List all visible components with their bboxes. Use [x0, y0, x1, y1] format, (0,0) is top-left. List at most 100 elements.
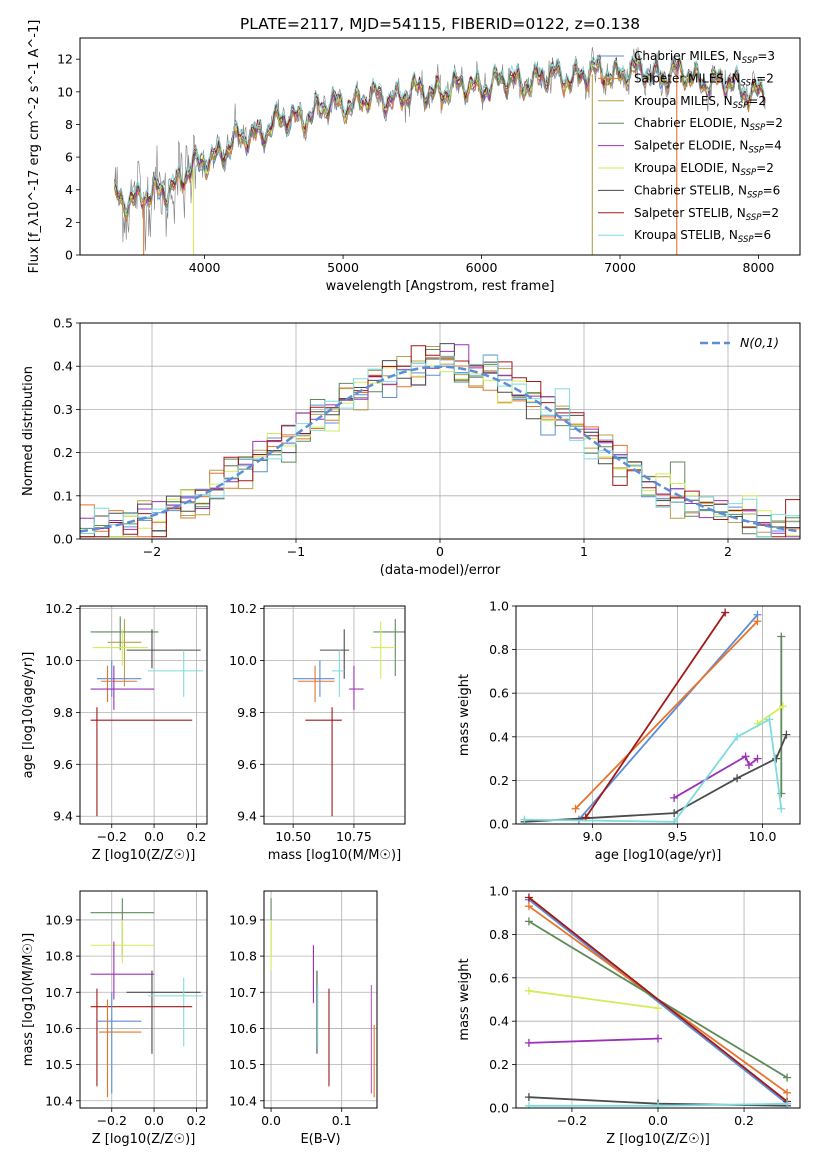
- tick-label-x: −1: [287, 544, 305, 559]
- tick-label-y: 0.5: [53, 316, 73, 331]
- tick-label-y: 10.5: [45, 1057, 73, 1072]
- errorbar-point: [90, 919, 155, 964]
- tick-label-y: 10.4: [45, 1093, 73, 1108]
- tick-label-y: 1.0: [489, 884, 509, 899]
- tick-label-y: 0.8: [489, 642, 509, 657]
- errorbar-point: [90, 707, 193, 817]
- axes-spectrum: 4000 5000 6000 7000 8000 0 2 4 6 8 10 12 wavelength …: [27, 20, 801, 294]
- weight-line: [524, 734, 788, 823]
- weight-marker: [744, 761, 753, 770]
- tick-label-x: 1: [580, 544, 588, 559]
- tick-label-y: 0.0: [489, 817, 509, 832]
- weight-line: [574, 620, 759, 810]
- tick-label-x: 0.0: [261, 1113, 281, 1128]
- tick-label-y: 10.5: [229, 1057, 257, 1072]
- tick-label-x: −0.2: [97, 1113, 127, 1128]
- legend-label: Salpeter MILES, NSSP=2: [634, 71, 774, 88]
- errorbar-point: [293, 660, 335, 697]
- tick-label-y: 10.2: [45, 601, 73, 616]
- tick-label-x: 0: [436, 544, 444, 559]
- y-axis-label: mass weight: [457, 958, 472, 1040]
- tick-label-y: 0.0: [53, 532, 73, 547]
- weight-line: [578, 614, 759, 821]
- tick-label-y: 10.2: [229, 601, 257, 616]
- weight-marker: [778, 702, 787, 711]
- spectrum-legend: Chabrier MILES, NSSP=3 Salpeter MILES, NS…: [598, 49, 783, 245]
- panels-group: 4000 5000 6000 7000 8000024681012wavelength …: [21, 20, 801, 1147]
- tick-label-x: 0.0: [144, 1113, 164, 1128]
- weight-marker: [654, 1101, 662, 1108]
- y-axis-label: Flux [f_λ10^-17 erg cm^-2 s^-1 A^-1]: [27, 20, 42, 274]
- weight-marker: [520, 815, 529, 824]
- legend-label: Kroupa STELIB, NSSP=6: [634, 228, 771, 245]
- tick-label-y: 9.6: [237, 757, 257, 772]
- errorbar-point: [147, 977, 203, 1047]
- tick-label-y: 10.7: [229, 985, 257, 1000]
- errorbar-point: [96, 660, 142, 697]
- errorbar-point: [92, 629, 148, 666]
- residual-legend: N(0,1): [700, 335, 779, 350]
- legend-label: Chabrier STELIB, NSSP=6: [634, 183, 780, 200]
- legend-label: Salpeter STELIB, NSSP=2: [634, 206, 779, 223]
- tick-label-y: 10.6: [45, 1021, 73, 1036]
- errorbar-point: [96, 992, 142, 1094]
- tick-label-x: 10.75: [336, 829, 372, 844]
- y-axis-label: Normed distribution: [21, 366, 36, 496]
- tick-label-y: 10.0: [45, 653, 73, 668]
- weight-marker: [783, 1073, 792, 1082]
- weight-marker: [783, 1099, 792, 1108]
- tick-label-x: −2: [143, 544, 161, 559]
- plot-area-mass_vs_Z: [90, 898, 203, 1098]
- tick-label-x: −0.2: [557, 1113, 587, 1128]
- tick-label-x: −0.2: [97, 829, 127, 844]
- axes-age_vs_Z: −0.2 0.0 0.2 9.4 9.6 9.8 10.0 10.2 Z [log10(Z/Z☉…: [21, 601, 208, 863]
- tick-label-y: 0.4: [489, 729, 509, 744]
- x-axis-label: Z [log10(Z/Z☉)]: [606, 1132, 710, 1147]
- x-axis-label: (data-model)/error: [380, 563, 501, 578]
- tick-label-x: 0.2: [186, 829, 206, 844]
- weight-marker: [721, 608, 730, 617]
- errorbar-point: [90, 665, 155, 710]
- tick-label-y: 0.2: [489, 1057, 509, 1072]
- weight-marker: [782, 730, 791, 739]
- tick-label-x: 10.0: [749, 829, 777, 844]
- tick-label-y: 10.8: [45, 949, 73, 964]
- weight-marker: [524, 1101, 533, 1108]
- errorbar-point: [147, 650, 203, 697]
- tick-label-y: 0.6: [489, 970, 509, 985]
- tick-label-y: 0.4: [53, 359, 73, 374]
- errorbar-point: [126, 629, 201, 669]
- axes-age_vs_mass: 10.50 10.75 9.4 9.6 9.8 10.0 10.2 mass [log10(M…: [229, 601, 406, 863]
- tick-label-x: 8000: [743, 260, 775, 275]
- errorbar-point: [126, 970, 201, 1054]
- axes-mass_vs_Z: −0.2 0.0 0.2 10.4 10.5 10.6 10.7 10.8 10.9 Z [log…: [21, 890, 208, 1147]
- weight-marker: [783, 1088, 792, 1097]
- tick-label-x: 6000: [466, 260, 498, 275]
- x-axis-label: Z [log10(Z/Z☉)]: [92, 1132, 196, 1147]
- residual-histogram: [80, 354, 800, 538]
- tick-label-x: 4000: [189, 260, 221, 275]
- x-axis-label: mass [log10(M/M☉)]: [268, 848, 401, 863]
- y-axis-label: mass weight: [457, 674, 472, 756]
- axes-frame: [263, 890, 378, 1109]
- tick-label-y: 1.0: [489, 599, 509, 614]
- x-axis-label: Z [log10(Z/Z☉)]: [92, 848, 196, 863]
- tick-label-y: 0.0: [489, 1101, 509, 1116]
- plot-area-residuals: [80, 343, 800, 538]
- errorbar-point: [298, 665, 335, 703]
- weight-line: [528, 896, 788, 1103]
- x-axis-label: wavelength [Angstrom, rest frame]: [326, 279, 555, 294]
- weight-marker: [741, 752, 750, 761]
- tick-label-y: 0.2: [489, 773, 509, 788]
- axes-frame: [79, 605, 208, 825]
- weight-line: [756, 705, 784, 725]
- weight-marker: [777, 804, 786, 813]
- tick-label-y: 9.4: [237, 809, 257, 824]
- legend-label: N(0,1): [740, 335, 779, 350]
- tick-label-y: 9.8: [53, 705, 73, 720]
- plot-area-weight_vs_age: [520, 608, 791, 824]
- axes-weight_vs_Z: −0.2 0.0 0.2 0.0 0.2 0.4 0.6 0.8 1.0 Z [log10(Z/Z…: [457, 884, 801, 1147]
- plot-area-spectrum: [114, 46, 766, 255]
- tick-label-y: 4: [65, 182, 73, 197]
